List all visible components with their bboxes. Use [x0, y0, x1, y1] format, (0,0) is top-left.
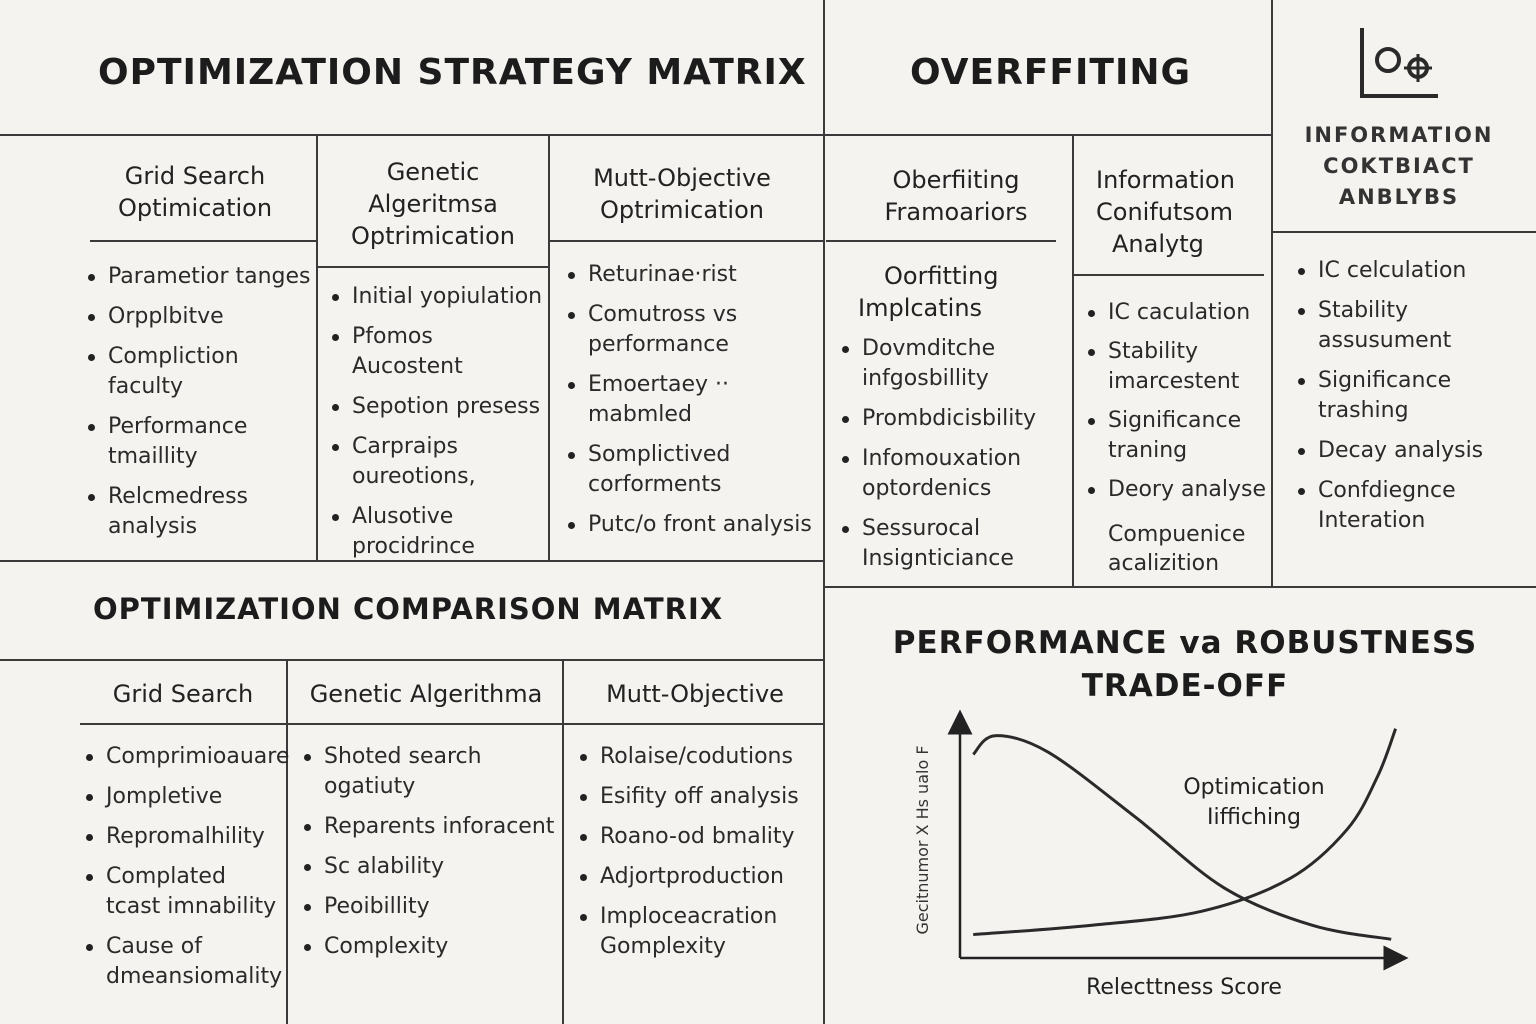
divider	[1074, 274, 1264, 276]
list-item: Infomouxation optordenics	[840, 444, 1070, 504]
information-panel-list: IC celculation Stability assusument Sign…	[1296, 256, 1530, 546]
divider	[316, 134, 318, 560]
list-item: IC caculation	[1086, 298, 1270, 328]
comparison-col-2-list: Shoted search ogatiuty Reparents inforac…	[302, 742, 562, 972]
list-item: Carpraips oureotions,	[330, 432, 548, 492]
divider	[1272, 231, 1536, 233]
list-item: Sepotion presess	[330, 392, 548, 422]
list-item: Dovmditche infgosbillity	[840, 334, 1070, 394]
divider	[1072, 134, 1074, 586]
list-item: Returinae·rist	[566, 260, 818, 290]
list-item: Repromalhility	[84, 822, 286, 852]
list-item: IC celculation	[1296, 256, 1530, 286]
list-item: Putc/o front analysis	[566, 510, 818, 540]
divider	[0, 134, 1272, 136]
list-item: Significance traning	[1086, 406, 1270, 466]
strategy-col-2-heading: Genetic Algeritmsa Optrimication	[351, 158, 515, 250]
list-item: Complexity	[302, 932, 562, 962]
list-item: Confdiegnce Interation	[1296, 476, 1530, 536]
list-item: Imploceacration Gomplexity	[578, 902, 824, 962]
list-item: Initial yopiulation	[330, 282, 548, 312]
divider	[550, 240, 824, 242]
strategy-col-3-heading: Mutt-Objective Optrimication	[593, 164, 771, 224]
list-item: Peoibillity	[302, 892, 562, 922]
list-item: Decay analysis	[1296, 436, 1530, 466]
list-item: Pfomos Aucostent	[330, 322, 548, 382]
overfitting-col-1-list: Dovmditche infgosbillity Prombdicisbilit…	[840, 334, 1070, 584]
list-item: Relcmedress analysis	[86, 482, 314, 542]
information-panel-title: INFORMATION COKTBIACT ANBLYBS	[1304, 123, 1494, 209]
list-item: Complated tcast imnability	[84, 862, 286, 922]
list-item: Alusotive procidrince	[330, 502, 548, 562]
list-item: Roano-od bmality	[578, 822, 824, 852]
list-item: Cause of dmeansiomality	[84, 932, 286, 992]
list-item: Sc alability	[302, 852, 562, 882]
list-item: Emoertaey ·· mabmled	[566, 370, 818, 430]
divider	[0, 560, 824, 562]
overfitting-col-2-list: IC caculation Stability imarcestent Sign…	[1086, 298, 1270, 514]
list-item: Prombdicisbility	[840, 404, 1070, 434]
divider	[824, 586, 1536, 588]
divider	[90, 240, 316, 242]
comparison-col-3-heading: Mutt-Objective	[606, 680, 784, 708]
comparison-col-2-heading: Genetic Algerithma	[309, 680, 543, 708]
strategy-col-3-list: Returinae·rist Comutross vs performance …	[566, 260, 818, 550]
strategy-col-1-heading: Grid Search Optimication	[117, 162, 273, 222]
list-item: Sessurocal Insignticiance	[840, 514, 1070, 574]
chart-gears-icon	[1356, 24, 1440, 102]
list-item: Reparents inforacent	[302, 812, 562, 842]
divider	[823, 0, 825, 1024]
list-item: Shoted search ogatiuty	[302, 742, 562, 802]
list-item: Adjortproduction	[578, 862, 824, 892]
divider	[1271, 0, 1273, 586]
strategy-col-2-list: Initial yopiulation Pfomos Aucostent Sep…	[330, 282, 548, 572]
list-item: Stability assusument	[1296, 296, 1530, 356]
strategy-col-1-list: Parametior tanges Orpplbitve Compliction…	[86, 262, 314, 552]
divider	[548, 134, 550, 560]
x-axis-label: Relecttness Score	[1086, 975, 1282, 1000]
overfitting-col-1-heading: Oberfiiting Framoariors	[884, 166, 1028, 226]
divider	[562, 659, 564, 1024]
strategy-matrix-title: OPTIMIZATION STRATEGY MATRIX	[98, 52, 807, 93]
list-item: Significance trashing	[1296, 366, 1530, 426]
list-item: Orpplbitve	[86, 302, 314, 332]
list-item: Performance tmaillity	[86, 412, 314, 472]
y-axis-label: Gecitnumor X Hs ualo F	[913, 745, 932, 934]
list-item: Somplictived corforments	[566, 440, 818, 500]
divider	[826, 240, 1056, 242]
performance-curve	[972, 734, 1392, 941]
comparison-col-1-list: Comprimioauare Jompletive Repromalhility…	[84, 742, 289, 1002]
list-item: Rolaise/codutions	[578, 742, 824, 772]
overfitting-col-1-subheading: Oorfitting Implcatins	[858, 262, 999, 322]
list-item: Compliction faculty	[86, 342, 314, 402]
overfitting-col-2-trailing: Compuenice acalizition	[1108, 522, 1246, 576]
comparison-col-3-list: Rolaise/codutions Esifity off analysis R…	[578, 742, 824, 972]
list-item: Jompletive	[84, 782, 286, 812]
list-item: Comutross vs performance	[566, 300, 818, 360]
list-item: Stability imarcestent	[1086, 337, 1270, 397]
list-item: Esifity off analysis	[578, 782, 824, 812]
list-item: Parametior tanges	[86, 262, 314, 292]
comparison-matrix-title: OPTIMIZATION COMPARISON MATRIX	[93, 592, 724, 626]
chart-annotation: Optimication	[1183, 775, 1324, 800]
comparison-col-1-heading: Grid Search	[112, 680, 254, 708]
chart-annotation: Iiffiching	[1207, 805, 1301, 830]
divider	[80, 723, 824, 725]
robustness-curve	[973, 728, 1398, 937]
list-item: Comprimioauare	[84, 742, 289, 772]
list-item: Deory analyse	[1086, 475, 1270, 505]
overfitting-col-2-heading: Information Conifutsom Analytg	[1096, 166, 1235, 258]
divider	[286, 659, 288, 1024]
divider	[318, 266, 548, 268]
overfitting-title: OVERFFITING	[910, 52, 1192, 93]
tradeoff-chart: Gecitnumor X Hs ualo F Relecttness Score…	[913, 709, 1409, 1000]
divider	[0, 659, 824, 661]
tradeoff-title: PERFORMANCE va ROBUSTNESS TRADE-OFF	[892, 625, 1478, 704]
